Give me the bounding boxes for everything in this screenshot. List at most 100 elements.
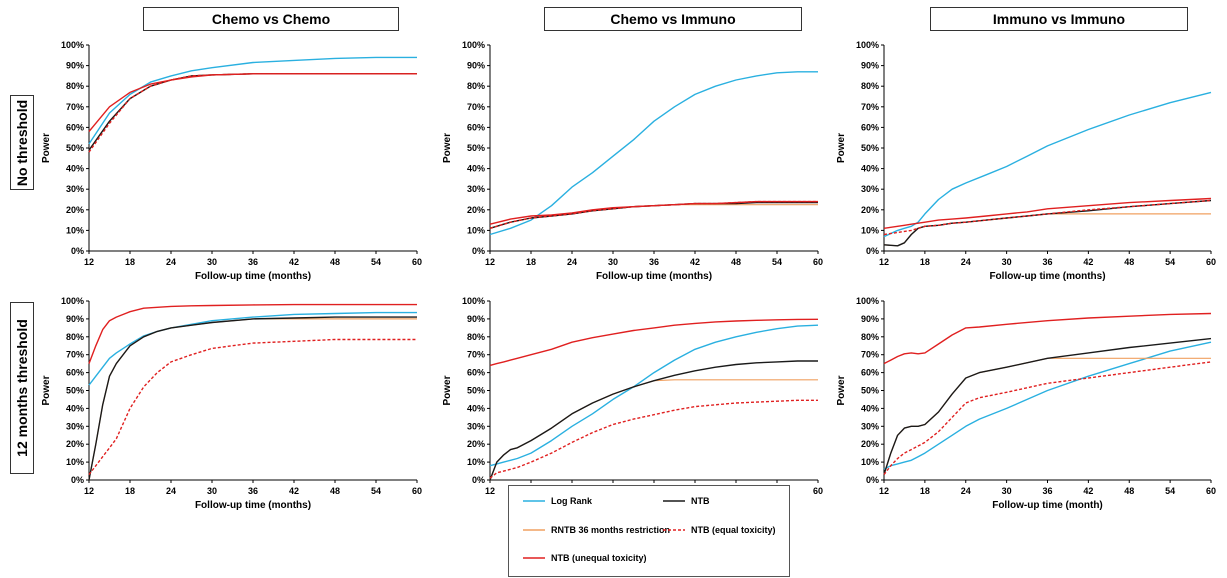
legend-swatch-ntb — [663, 500, 685, 502]
x-tick-label: 24 — [961, 486, 971, 496]
x-tick-label: 12 — [879, 257, 889, 267]
x-tick-label: 24 — [567, 257, 577, 267]
y-tick-label: 50% — [467, 143, 485, 153]
x-axis-label: Follow-up time (months) — [195, 271, 311, 282]
x-tick-label: 12 — [84, 257, 94, 267]
x-tick-label: 54 — [371, 486, 381, 496]
y-tick-label: 40% — [467, 164, 485, 174]
series-line-ntb — [88, 73, 417, 151]
y-tick-label: 60% — [66, 122, 84, 132]
y-tick-label: 100% — [61, 40, 84, 50]
y-tick-label: 20% — [861, 205, 879, 215]
x-tick-label: 30 — [207, 486, 217, 496]
y-axis-label: Power — [836, 133, 847, 163]
x-tick-label: 30 — [207, 257, 217, 267]
x-tick-label: 48 — [1124, 257, 1134, 267]
column-title-immuno-vs-immuno: Immuno vs Immuno — [930, 7, 1188, 31]
series-line-ntb-unequal — [883, 197, 1212, 229]
legend-label-ntb-equal: NTB (equal toxicity) — [691, 525, 776, 535]
legend-item-ntb-equal: NTB (equal toxicity) — [663, 525, 776, 535]
series-line-ntb — [883, 199, 1212, 247]
series-line-ntb — [883, 337, 1212, 475]
y-tick-label: 80% — [861, 332, 879, 342]
y-tick-label: 80% — [861, 81, 879, 91]
y-axis-label: Power — [41, 133, 52, 163]
y-tick-label: 90% — [467, 61, 485, 71]
series-line-rntb — [883, 213, 1211, 247]
x-tick-label: 36 — [649, 257, 659, 267]
series-line-ntb-equal — [883, 199, 1212, 236]
x-tick-label: 36 — [1042, 486, 1052, 496]
legend-swatch-rntb — [523, 529, 545, 531]
y-tick-label: 100% — [856, 296, 879, 306]
y-tick-label: 90% — [861, 314, 879, 324]
y-tick-label: 90% — [861, 61, 879, 71]
series-line-ntb-unequal — [88, 73, 417, 132]
x-axis-label: Follow-up time (months) — [195, 500, 311, 511]
series-line-rntb — [489, 379, 818, 481]
y-tick-label: 10% — [467, 457, 485, 467]
x-tick-label: 36 — [248, 257, 258, 267]
y-tick-label: 40% — [66, 403, 84, 413]
y-tick-label: 10% — [861, 225, 879, 235]
y-tick-label: 90% — [66, 61, 84, 71]
chart-panel-6: 0% 10% 20% 30% 40% 50% 60% 70% 80% 90% 100% 12 18 24 3… — [836, 296, 1216, 511]
legend: Log Rank NTB RNTB 36 months restriction … — [508, 485, 790, 577]
legend-item-rntb: RNTB 36 months restriction — [523, 525, 670, 535]
x-tick-label: 12 — [84, 486, 94, 496]
y-tick-label: 60% — [467, 368, 485, 378]
legend-item-ntb: NTB — [663, 496, 710, 506]
y-tick-label: 100% — [462, 40, 485, 50]
x-tick-label: 30 — [1002, 257, 1012, 267]
y-tick-label: 20% — [467, 439, 485, 449]
y-tick-label: 90% — [66, 314, 84, 324]
y-tick-label: 0% — [866, 246, 879, 256]
y-tick-label: 50% — [66, 386, 84, 396]
x-tick-label: 48 — [731, 257, 741, 267]
y-tick-label: 40% — [861, 403, 879, 413]
chart-panel-2: 0% 10% 20% 30% 40% 50% 60% 70% 80% 90% 100% 12 18 24 3… — [442, 40, 823, 282]
x-tick-label: 18 — [125, 257, 135, 267]
y-tick-label: 60% — [467, 122, 485, 132]
y-tick-label: 70% — [861, 350, 879, 360]
x-tick-label: 24 — [961, 257, 971, 267]
series-line-ntb-unequal — [88, 303, 417, 364]
x-axis-label: Follow-up time (months) — [989, 271, 1105, 282]
y-axis-label: Power — [442, 133, 453, 163]
x-tick-label: 30 — [608, 257, 618, 267]
x-tick-label: 30 — [1002, 486, 1012, 496]
x-tick-label: 42 — [1083, 486, 1093, 496]
y-tick-label: 20% — [66, 205, 84, 215]
legend-label-ntb: NTB — [691, 496, 710, 506]
row-title-12-months-threshold: 12 months threshold — [10, 302, 34, 474]
x-tick-label: 54 — [371, 257, 381, 267]
y-axis-label: Power — [41, 375, 52, 405]
series-line-log-rank — [88, 311, 417, 386]
x-tick-label: 12 — [485, 257, 495, 267]
y-tick-label: 80% — [467, 332, 485, 342]
series-line-log-rank — [489, 324, 819, 467]
y-tick-label: 10% — [66, 457, 84, 467]
y-tick-label: 50% — [861, 386, 879, 396]
x-tick-label: 18 — [920, 486, 930, 496]
y-tick-label: 70% — [66, 350, 84, 360]
y-tick-label: 100% — [462, 296, 485, 306]
series-line-ntb-unequal — [883, 312, 1212, 365]
y-tick-label: 60% — [66, 368, 84, 378]
x-tick-label: 54 — [1165, 486, 1175, 496]
column-title-chemo-vs-chemo: Chemo vs Chemo — [143, 7, 399, 31]
series-line-log-rank — [88, 56, 417, 145]
y-tick-label: 10% — [66, 225, 84, 235]
x-tick-label: 60 — [813, 257, 823, 267]
y-tick-label: 100% — [61, 296, 84, 306]
legend-label-ntb-unequal: NTB (unequal toxicity) — [551, 553, 647, 563]
x-tick-label: 36 — [248, 486, 258, 496]
y-tick-label: 70% — [467, 102, 485, 112]
series-line-log-rank — [883, 91, 1212, 238]
x-tick-label: 42 — [1083, 257, 1093, 267]
chart-panel-4: 0% 10% 20% 30% 40% 50% 60% 70% 80% 90% 100% 12 18 24 3… — [41, 296, 422, 511]
y-tick-label: 90% — [467, 314, 485, 324]
x-tick-label: 18 — [920, 257, 930, 267]
x-tick-label: 60 — [1206, 486, 1216, 496]
y-tick-label: 50% — [861, 143, 879, 153]
